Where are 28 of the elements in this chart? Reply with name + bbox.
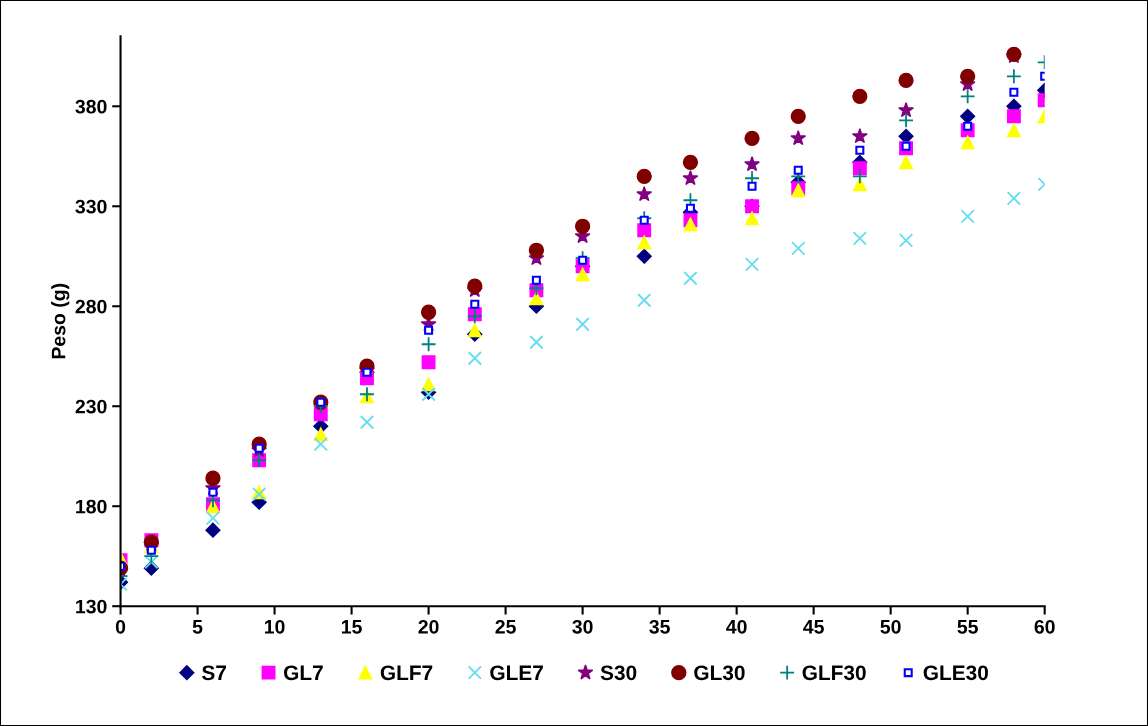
y-axis-title: Peso (g) [51,283,70,359]
x-tick-label: 15 [341,620,362,634]
y-tick-label: 280 [75,299,107,314]
x-tick-label: 10 [264,619,285,634]
x-tick-label: 25 [495,619,516,634]
legend-label: S30 [600,665,637,681]
legend-label: GLE30 [923,665,988,681]
y-tick-label: 230 [75,399,107,414]
legend-label: S7 [202,665,226,681]
y-tick-label: 130 [76,599,107,614]
legend-label: GLF7 [380,665,433,681]
x-tick-label: 0 [115,619,126,634]
y-tick-label: 330 [75,199,107,214]
x-tick-label: 50 [880,619,901,634]
y-tick-label: 380 [75,99,107,114]
legend-label: GLF30 [802,665,866,681]
x-tick-label: 55 [957,620,978,634]
x-tick-label: 30 [572,619,593,634]
legend-label: GL30 [694,665,745,681]
x-tick-label: 5 [192,620,203,634]
x-tick-label: 35 [649,619,670,634]
legend-label: GLE7 [490,665,543,681]
x-tick-label: 40 [726,619,747,634]
legend-label: GL7 [284,665,323,681]
y-tick-label: 180 [76,499,107,514]
x-tick-label: 45 [803,620,824,634]
x-tick-label: 20 [418,619,439,634]
x-tick-label: 60 [1034,619,1055,634]
